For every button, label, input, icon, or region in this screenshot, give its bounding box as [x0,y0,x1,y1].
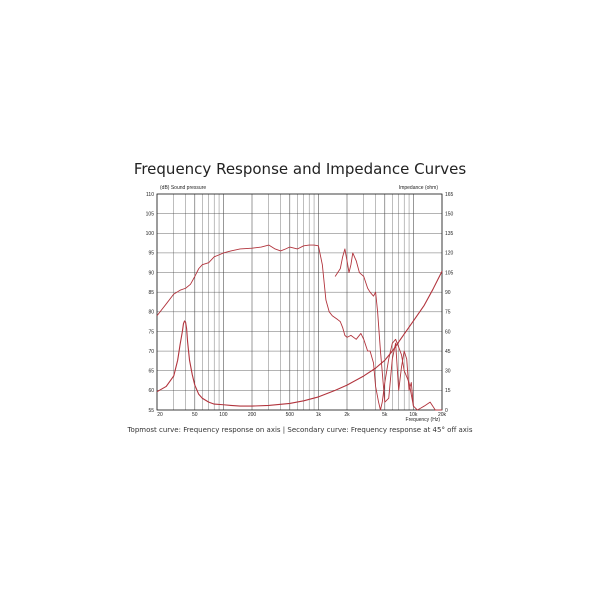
tick-labels: 1101051009590858075706560551651501351201… [146,192,454,418]
x-tick-label: 100 [219,412,228,418]
x-tick-label: 1k [316,412,322,418]
off-axis-response-curve [334,248,414,407]
x-tick-label: 2k [344,412,350,418]
y-left-tick-label: 70 [148,349,154,355]
y-left-tick-label: 65 [148,369,154,375]
y-right-tick-label: 15 [445,388,451,394]
y-left-tick-label: 110 [146,192,154,198]
y-left-axis-label: (dB) Sound pressure [160,185,206,191]
y-right-tick-label: 90 [445,290,451,296]
y-right-tick-label: 45 [445,349,451,355]
y-left-tick-label: 85 [148,290,154,296]
x-tick-label: 50 [192,412,198,418]
x-tick-label: 500 [286,412,295,418]
y-left-tick-label: 90 [148,270,154,276]
x-tick-label: 20k [438,412,447,418]
y-left-tick-label: 55 [148,408,154,414]
y-right-tick-label: 135 [445,231,454,237]
y-left-tick-label: 100 [146,231,155,237]
on-axis-response-curve [156,244,442,411]
y-right-tick-label: 0 [445,408,448,414]
y-right-axis-label: Impedance (ohm) [399,185,439,191]
series-curves [156,244,443,411]
y-left-tick-label: 75 [148,329,154,335]
y-right-tick-label: 60 [445,329,451,335]
chart-caption: Topmost curve: Frequency response on axi… [127,426,473,434]
x-tick-label: 10k [409,412,418,418]
y-right-tick-label: 105 [445,270,454,276]
y-right-tick-label: 150 [445,211,454,217]
x-axis-label: Frequency (Hz) [406,417,441,423]
chart-title: Frequency Response and Impedance Curves [133,160,467,178]
y-right-tick-label: 30 [445,369,451,375]
y-left-tick-label: 60 [148,388,154,394]
y-right-tick-label: 165 [445,192,454,198]
plot-frame [156,193,443,411]
grid-lines [156,193,443,411]
y-right-tick-label: 75 [445,310,451,316]
impedance-curve [156,270,443,407]
y-right-tick-label: 120 [445,251,454,257]
y-left-tick-label: 105 [146,211,155,217]
y-left-tick-label: 80 [148,310,154,316]
x-tick-label: 20 [157,412,163,418]
x-tick-label: 5k [382,412,388,418]
x-tick-label: 200 [248,412,257,418]
y-left-tick-label: 95 [148,251,154,257]
